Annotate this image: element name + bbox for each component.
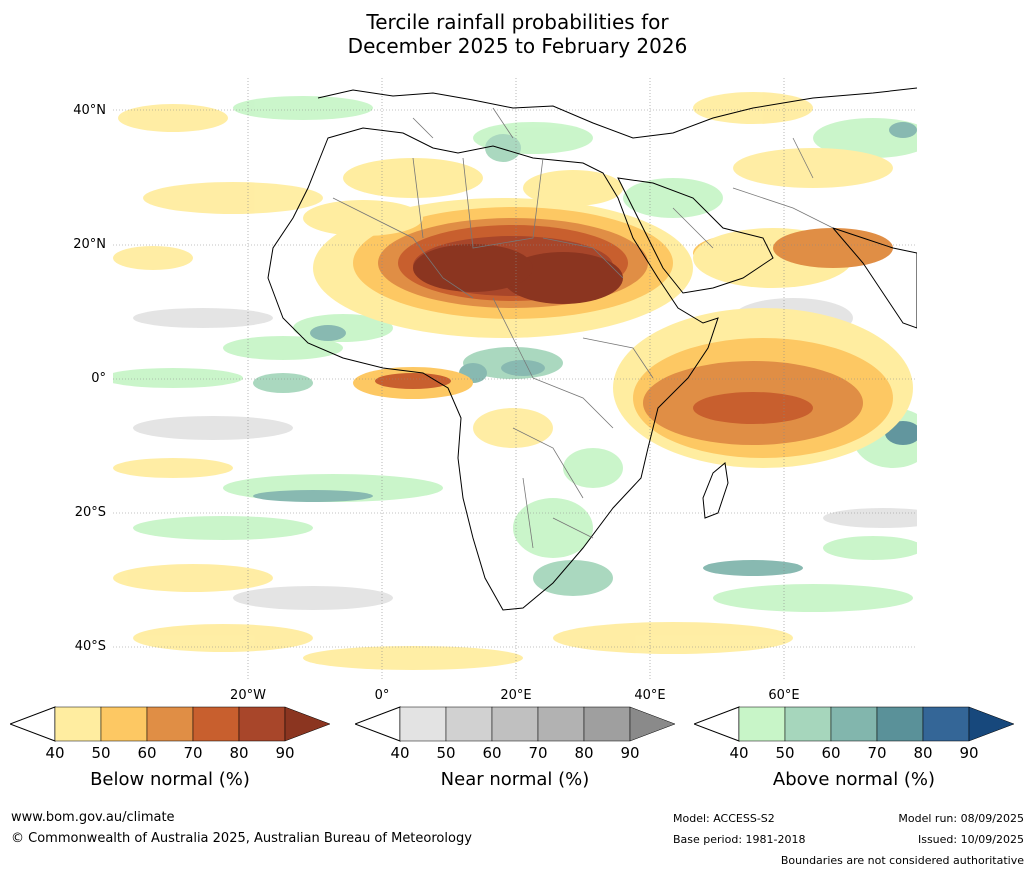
indian-ocean-dry xyxy=(613,228,913,468)
map-canvas xyxy=(113,78,917,680)
below-tick: 40 xyxy=(45,744,65,762)
above-tick: 60 xyxy=(821,744,841,762)
europe-coastline xyxy=(317,87,917,139)
swatch-60 xyxy=(146,706,194,742)
below-tick: 70 xyxy=(183,744,203,762)
swatch-50 xyxy=(100,706,148,742)
below-tick: 90 xyxy=(275,744,295,762)
swatch-40 xyxy=(54,706,102,742)
swatch-40 xyxy=(738,706,786,742)
lat-label-40n: 40°N xyxy=(73,103,106,118)
swatch-50 xyxy=(445,706,493,742)
near-tick: 50 xyxy=(436,744,456,762)
above-tick: 90 xyxy=(959,744,979,762)
below-normal-caption: Below normal (%) xyxy=(90,769,250,790)
india-coastline xyxy=(831,226,917,329)
lon-label-0: 0° xyxy=(374,688,390,703)
swatch-80 xyxy=(238,706,286,742)
below-tick: 80 xyxy=(229,744,249,762)
lat-label-20n: 20°N xyxy=(73,237,106,252)
swatch-60 xyxy=(491,706,539,742)
near-tick: 40 xyxy=(390,744,410,762)
africa-coastline xyxy=(267,127,719,611)
base-period-text: Base period: 1981-2018 xyxy=(673,833,806,846)
website-link[interactable]: www.bom.gov.au/climate xyxy=(11,810,175,825)
country-borders xyxy=(332,107,834,549)
above-normal-caption: Above normal (%) xyxy=(772,769,936,790)
near-swatches xyxy=(399,706,676,742)
swatch-80 xyxy=(583,706,631,742)
map-title: Tercile rainfall probabilities for Decem… xyxy=(0,10,1035,58)
near-tick: 80 xyxy=(574,744,594,762)
below-swatches xyxy=(54,706,331,742)
swatch-70 xyxy=(876,706,924,742)
lat-label-40s: 40°S xyxy=(74,639,106,654)
swatch-50 xyxy=(784,706,832,742)
swatch-80 xyxy=(922,706,970,742)
below-tick: 60 xyxy=(137,744,157,762)
above-tick: 40 xyxy=(729,744,749,762)
model-run-text: Model run: 08/09/2025 xyxy=(898,812,1024,825)
north-dry xyxy=(303,158,623,236)
swatch-70 xyxy=(537,706,585,742)
colorbar-above-normal xyxy=(694,706,1015,742)
title-line-2: December 2025 to February 2026 xyxy=(347,34,688,58)
swatch-70 xyxy=(192,706,240,742)
lon-label-20w: 20°W xyxy=(230,688,266,703)
lat-label-0: 0° xyxy=(91,371,106,386)
arabia-coastline xyxy=(617,177,774,294)
near-tick: 90 xyxy=(620,744,640,762)
above-tick: 80 xyxy=(913,744,933,762)
issued-text: Issued: 10/09/2025 xyxy=(917,833,1024,846)
lon-label-60e: 60°E xyxy=(768,688,800,703)
swatch-40 xyxy=(399,706,447,742)
swatch-90 xyxy=(968,706,1015,742)
above-tick: 70 xyxy=(867,744,887,762)
near-normal-caption: Near normal (%) xyxy=(440,769,590,790)
probability-map xyxy=(113,78,917,680)
model-text: Model: ACCESS-S2 xyxy=(673,812,775,825)
swatch-90 xyxy=(284,706,331,742)
lat-label-20s: 20°S xyxy=(74,505,106,520)
colorbar-below-normal xyxy=(10,706,331,742)
near-tick: 70 xyxy=(528,744,548,762)
gulf-guinea-dry xyxy=(353,367,473,399)
graticule xyxy=(113,78,917,680)
disclaimer-text: Boundaries are not considered authoritat… xyxy=(780,854,1024,867)
swatch-60 xyxy=(830,706,878,742)
light-patches xyxy=(113,92,917,670)
above-swatches xyxy=(738,706,1015,742)
colorbar-near-normal xyxy=(355,706,676,742)
below-tick: 50 xyxy=(91,744,111,762)
above-tick: 50 xyxy=(775,744,795,762)
swatch-90 xyxy=(629,706,676,742)
copyright-text: © Commonwealth of Australia 2025, Austra… xyxy=(11,831,472,846)
title-line-1: Tercile rainfall probabilities for xyxy=(366,10,669,34)
near-tick: 60 xyxy=(482,744,502,762)
lon-label-20e: 20°E xyxy=(500,688,532,703)
madagascar-coastline xyxy=(702,462,729,519)
lon-label-40e: 40°E xyxy=(634,688,666,703)
